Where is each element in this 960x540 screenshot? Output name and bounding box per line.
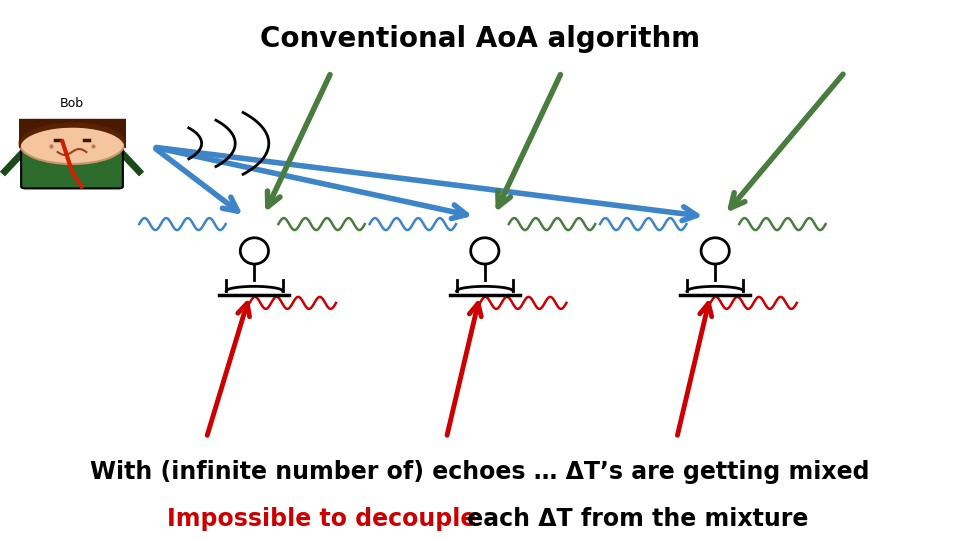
Ellipse shape [701, 238, 730, 264]
FancyBboxPatch shape [21, 138, 123, 188]
Circle shape [19, 123, 125, 164]
Ellipse shape [240, 238, 269, 264]
Text: With (infinite number of) echoes … ΔT’s are getting mixed: With (infinite number of) echoes … ΔT’s … [90, 460, 870, 484]
Text: Impossible to decouple: Impossible to decouple [167, 507, 476, 531]
Text: each ΔT from the mixture: each ΔT from the mixture [459, 507, 808, 531]
Ellipse shape [470, 238, 499, 264]
Text: Bob: Bob [60, 97, 84, 110]
Text: Conventional AoA algorithm: Conventional AoA algorithm [260, 25, 700, 52]
